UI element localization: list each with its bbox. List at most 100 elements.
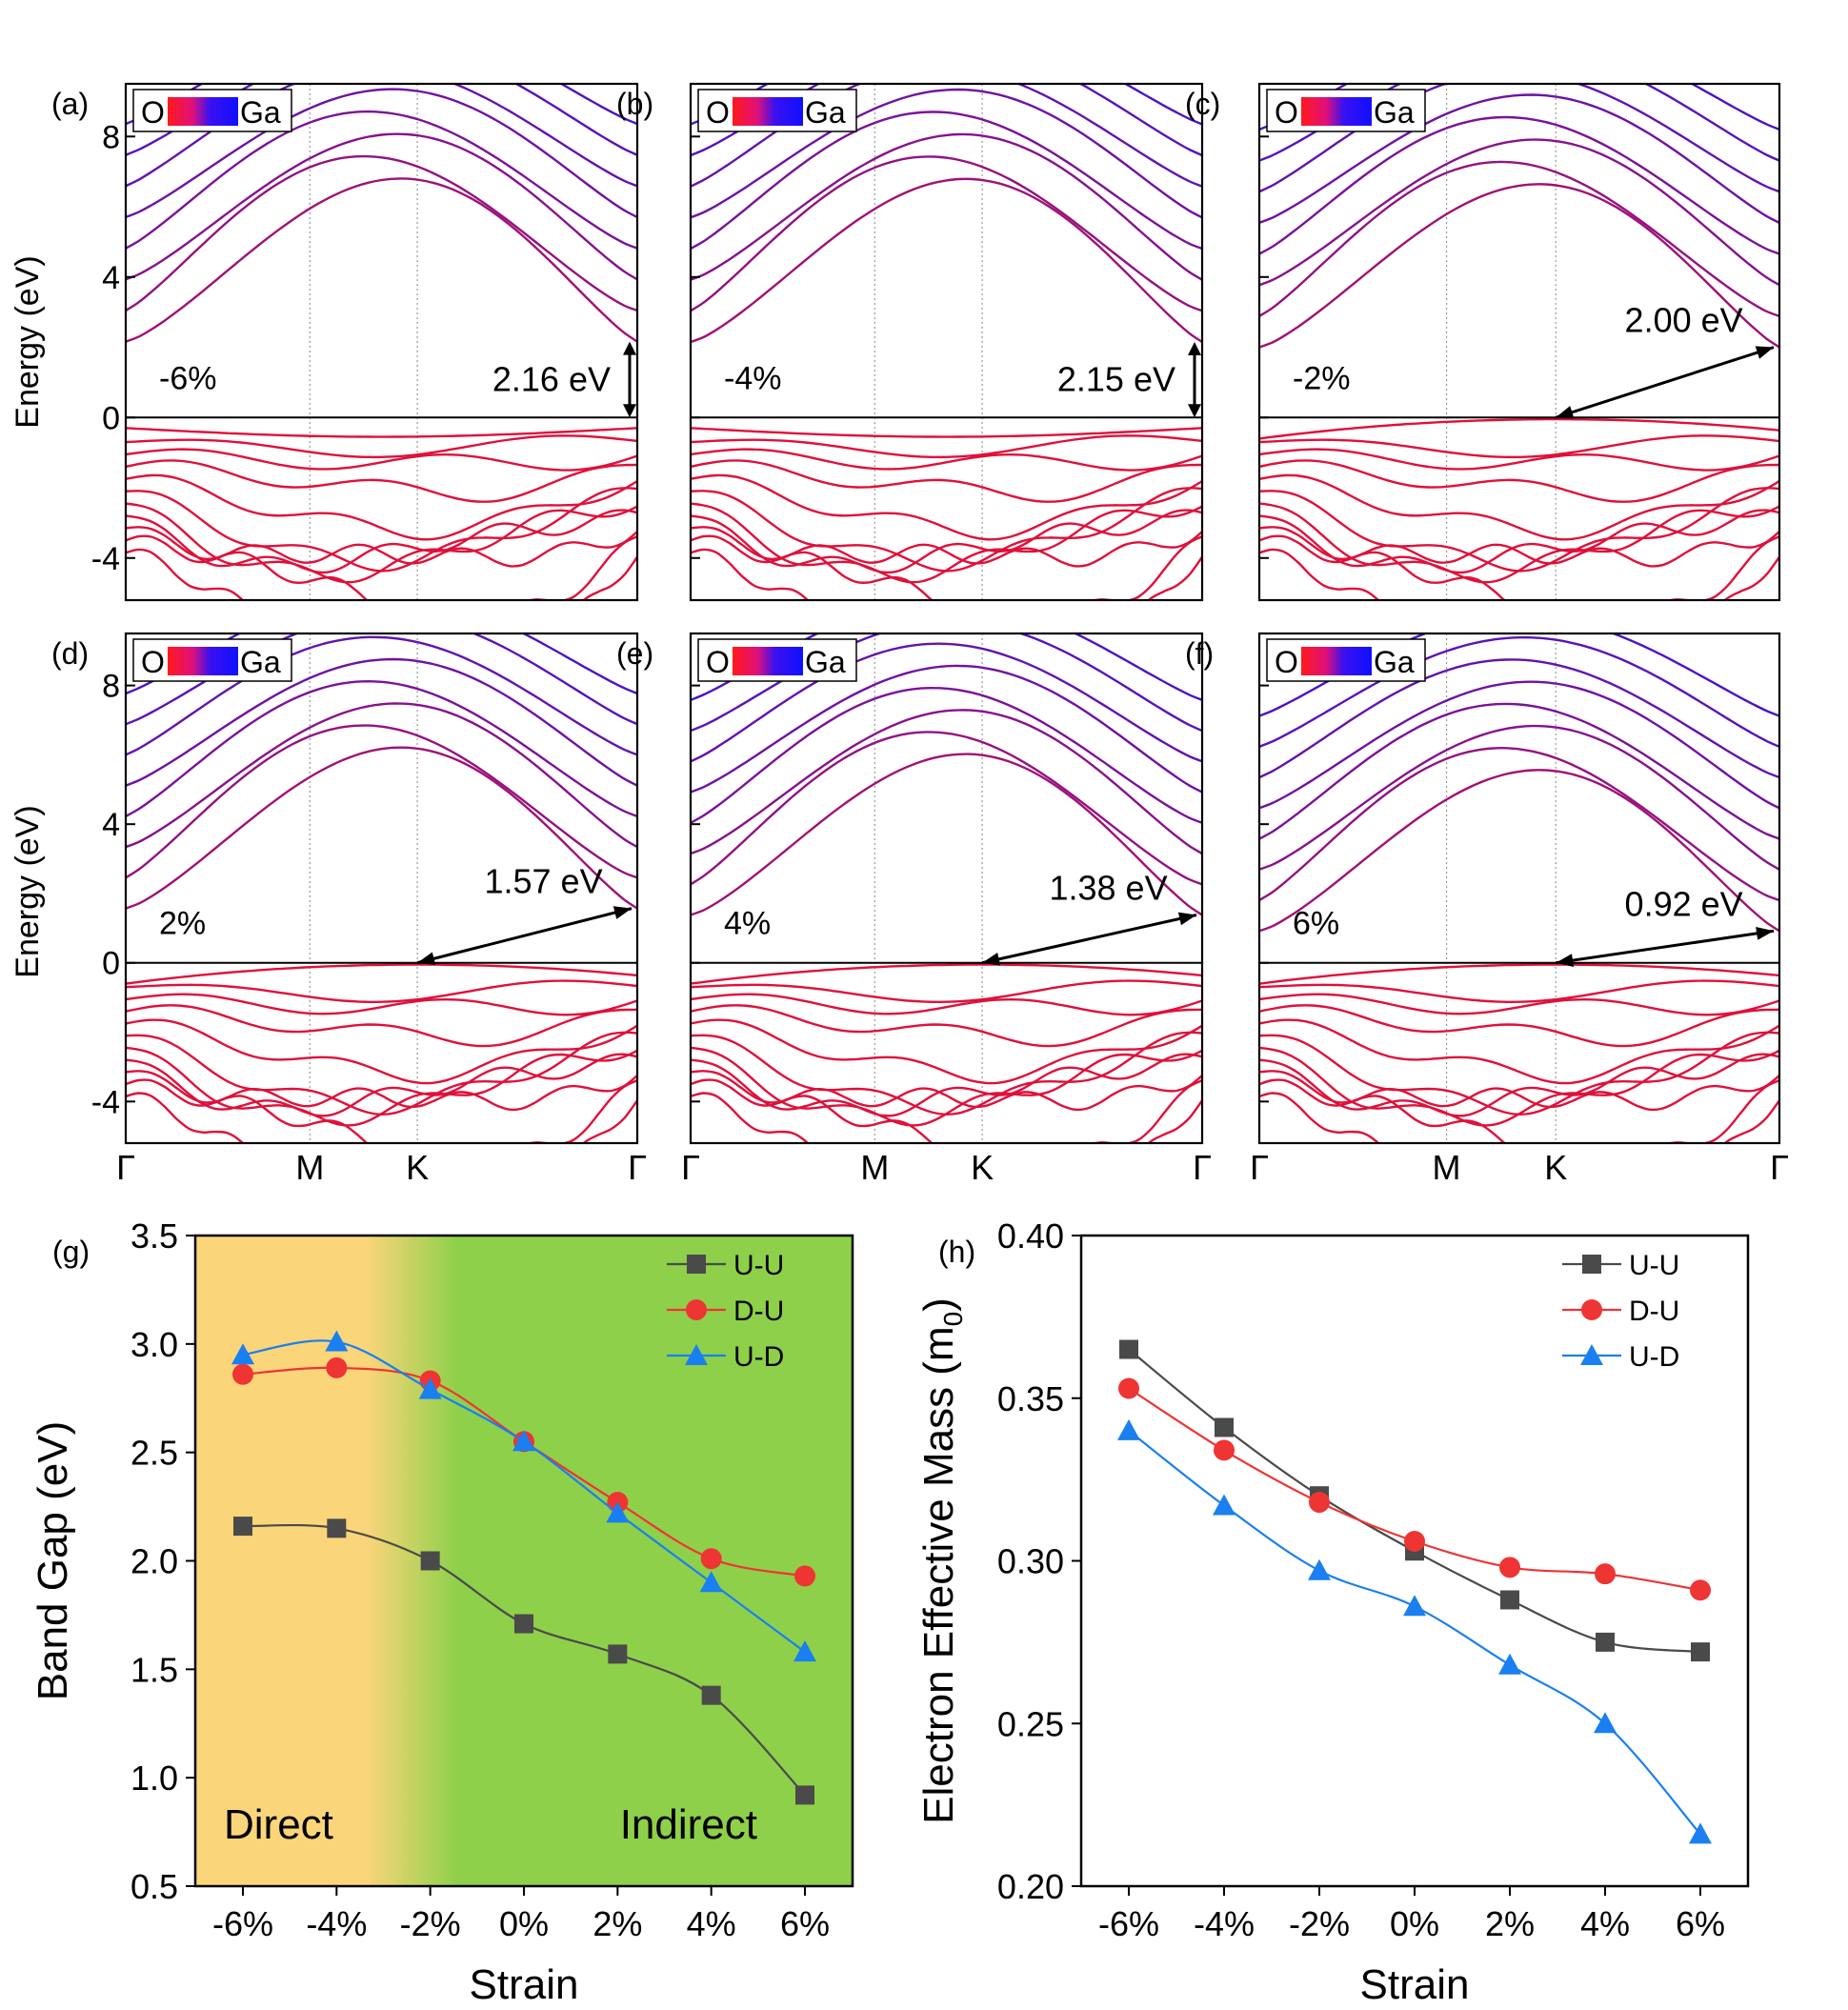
valence-band xyxy=(1259,502,1779,584)
arrow-head xyxy=(1188,342,1201,355)
conduction-band xyxy=(126,635,637,756)
valence-band xyxy=(126,1004,637,1048)
valence-band xyxy=(126,979,637,1004)
x-tick-label: -4% xyxy=(1194,1904,1255,1943)
legend-colorbar xyxy=(1301,97,1372,126)
x-tick-label: 2% xyxy=(593,1904,642,1943)
valence-band xyxy=(1259,993,1779,1016)
region-background xyxy=(195,1236,853,1886)
y-tick-label: 0.20 xyxy=(997,1867,1064,1906)
y-axis-title-text: Band Gap (eV) xyxy=(30,1421,76,1701)
valence-band xyxy=(691,459,1202,503)
conduction-band xyxy=(1259,183,1779,349)
valence-band xyxy=(126,963,637,985)
arrow-head xyxy=(1756,926,1774,940)
gap-label: 2.15 eV xyxy=(1057,360,1175,399)
gap-label: 1.38 eV xyxy=(1049,869,1167,908)
legend-marker xyxy=(685,1344,708,1365)
y-tick-label: 0.25 xyxy=(997,1704,1064,1743)
legend-colorbar xyxy=(733,647,803,675)
panel-frame xyxy=(124,82,639,602)
x-tick-label: 0% xyxy=(499,1904,549,1943)
valence-band xyxy=(126,434,637,459)
legend-marker xyxy=(687,1255,706,1274)
kpoint-label: M xyxy=(1433,1148,1461,1187)
effective-mass-chart: U-U D-U U-D 0.20 0.25 0.30 0.35 0.40 -6% -4% -2% 0%… xyxy=(915,1216,1750,2008)
y-tick-label: 8 xyxy=(102,119,120,155)
x-tick-label: 6% xyxy=(780,1904,830,1943)
valence-band xyxy=(1259,459,1779,503)
valence-band xyxy=(691,548,1202,600)
conduction-band xyxy=(691,88,1202,219)
valence-band xyxy=(126,1070,637,1112)
kpoint-label: Γ xyxy=(1250,1148,1269,1187)
legend-ga-label: Ga xyxy=(1374,95,1415,130)
point-D-U xyxy=(1404,1531,1425,1553)
gap-arrow xyxy=(1556,929,1775,965)
valence-band xyxy=(1259,448,1779,472)
valence-band xyxy=(126,1078,637,1143)
conduction-band xyxy=(126,88,637,219)
valence-band xyxy=(126,473,637,541)
valence-band xyxy=(126,534,637,600)
valence-band xyxy=(126,526,637,568)
conduction-band xyxy=(691,132,1202,281)
chart-frame xyxy=(1079,1234,1750,1888)
point-D-U xyxy=(1309,1492,1330,1514)
panel-frame xyxy=(124,632,639,1145)
kpoint-label: K xyxy=(406,1148,429,1187)
legend-o-label: O xyxy=(141,95,165,130)
conduction-band xyxy=(1259,160,1779,318)
point-U-D xyxy=(1308,1558,1331,1580)
legend-label: U-D xyxy=(1629,1341,1679,1373)
valence-band xyxy=(691,1004,1202,1048)
x-tick-label: -4% xyxy=(306,1904,367,1943)
band-structure-panels: 8 4 0 -4 (a) O Ga -6% 2.16 eV (b) O Ga -4% 2.15 eV (c)… xyxy=(10,82,1789,1187)
valence-band xyxy=(1259,1018,1779,1085)
conduction-band xyxy=(691,633,1202,733)
legend-marker xyxy=(686,1299,707,1320)
strain-label: 6% xyxy=(1293,906,1339,942)
conduction-band xyxy=(691,709,1202,855)
y-tick-label: 4 xyxy=(102,807,120,843)
band-gap-chart: Direct Indirect U-U D-U U-D 0.5 1.0 1.5 2.0 2.5 3.… xyxy=(30,1216,854,2008)
point-U-D xyxy=(418,1377,442,1399)
point-D-U xyxy=(232,1363,253,1385)
y-axis-title: Band Gap (eV) xyxy=(30,1421,76,1701)
arrow-head xyxy=(982,952,1001,966)
legend-ga-label: Ga xyxy=(240,645,281,679)
gap-label: 0.92 eV xyxy=(1625,884,1743,923)
arrow-head xyxy=(1556,954,1575,968)
x-axis-title: Strain xyxy=(470,1961,579,2008)
valence-band xyxy=(1259,1046,1779,1127)
arrow-head xyxy=(1755,346,1774,359)
point-U-U xyxy=(608,1644,628,1664)
conduction-band xyxy=(126,177,637,343)
point-U-D xyxy=(699,1571,723,1593)
conduction-band xyxy=(1259,769,1779,933)
panel-label: (d) xyxy=(51,636,89,671)
valence-band xyxy=(1259,979,1779,1004)
band-panel--4%: (b) O Ga -4% 2.15 eV xyxy=(616,82,1204,602)
valence-band xyxy=(691,1078,1202,1143)
point-U-D xyxy=(512,1430,535,1452)
conduction-band xyxy=(691,155,1202,312)
y-tick-label: -4 xyxy=(91,541,120,577)
point-D-U xyxy=(1499,1557,1520,1578)
point-D-U xyxy=(1595,1563,1616,1585)
conduction-band xyxy=(1259,138,1779,287)
conduction-band xyxy=(126,724,637,879)
x-tick-label: 4% xyxy=(687,1904,736,1943)
valence-band xyxy=(126,1046,637,1127)
kpoint-label: M xyxy=(860,1148,889,1187)
point-D-U xyxy=(1118,1377,1139,1399)
panel-label: (f) xyxy=(1185,636,1214,671)
valence-band xyxy=(1259,526,1779,568)
arrow-head xyxy=(417,952,436,966)
valence-band xyxy=(691,534,1202,600)
panel-label: (a) xyxy=(51,87,89,121)
x-tick-label: 4% xyxy=(1580,1904,1630,1943)
legend-ga-label: Ga xyxy=(805,95,846,130)
gap-label: 2.00 eV xyxy=(1625,301,1743,340)
arrow-head xyxy=(613,906,632,919)
